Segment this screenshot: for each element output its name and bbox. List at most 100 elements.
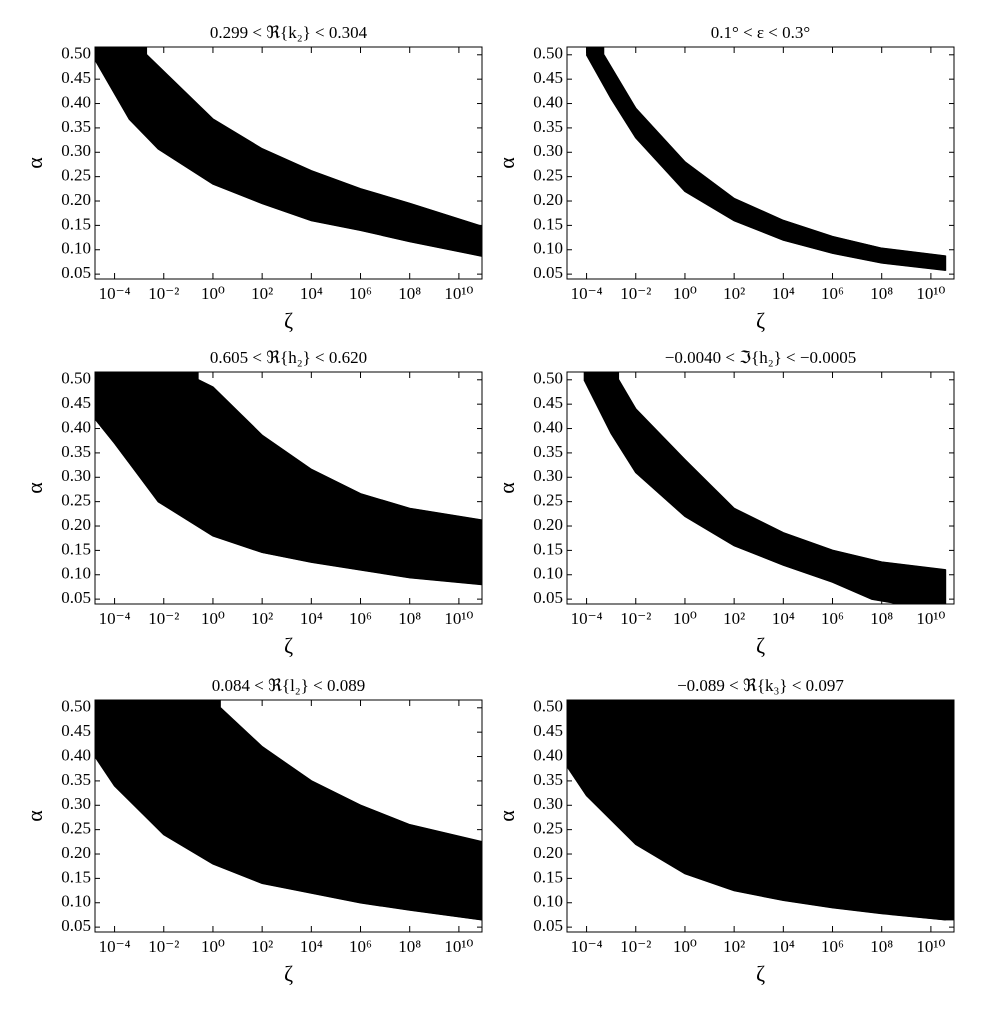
y-tick-label: 0.50 xyxy=(61,44,91,63)
y-axis-label: α xyxy=(494,810,519,822)
lower-boundary xyxy=(95,756,482,921)
x-tick-label: 10¹⁰ xyxy=(444,937,473,956)
y-tick-label: 0.45 xyxy=(533,721,563,740)
x-axis-label: ζ xyxy=(284,961,293,986)
y-tick-label: 0.40 xyxy=(533,745,563,764)
y-tick-label: 0.20 xyxy=(61,190,91,209)
panel: 0.05 0.10 0.15 0.20 0.25 0.30 0.35 0.40 0.45 0.50… xyxy=(494,23,955,333)
x-tick-label: 10⁶ xyxy=(349,284,372,303)
x-tick-label: 10² xyxy=(251,284,273,303)
x-tick-label: 10⁻² xyxy=(148,284,179,303)
plot-area xyxy=(567,700,954,921)
y-tick-label: 0.10 xyxy=(533,239,563,258)
y-tick-label: 0.25 xyxy=(533,491,563,510)
x-tick-label: 10⁻⁴ xyxy=(571,284,603,303)
x-tick-label: 10⁰ xyxy=(201,937,225,956)
plot-frame xyxy=(94,46,483,280)
y-tick-label: 0.30 xyxy=(61,141,91,160)
band-fill xyxy=(95,47,482,257)
y-tick-label: 0.35 xyxy=(533,770,563,789)
x-tick-label: 10² xyxy=(723,284,745,303)
y-tick-label: 0.40 xyxy=(61,92,91,111)
x-tick-label: 10⁻² xyxy=(620,609,651,628)
y-axis-label: α xyxy=(22,157,47,169)
x-tick-label: 10⁸ xyxy=(398,609,421,628)
chart-title: 0.299 < ℜ{k₂} < 0.304 xyxy=(210,23,368,42)
x-tick-label: 10⁴ xyxy=(772,609,795,628)
y-tick-label: 0.10 xyxy=(61,892,91,911)
x-tick-label: 10⁸ xyxy=(398,284,421,303)
upper-boundary xyxy=(197,379,482,521)
y-tick-label: 0.45 xyxy=(61,721,91,740)
x-tick-label: 10⁶ xyxy=(821,937,844,956)
x-tick-label: 10¹⁰ xyxy=(916,609,945,628)
y-tick-label: 0.35 xyxy=(61,117,91,136)
x-tick-label: 10⁸ xyxy=(870,284,893,303)
lower-boundary xyxy=(95,418,482,586)
y-tick-label: 0.10 xyxy=(533,892,563,911)
x-tick-label: 10¹⁰ xyxy=(916,937,945,956)
y-tick-label: 0.40 xyxy=(533,417,563,436)
y-tick-label: 0.35 xyxy=(533,117,563,136)
y-tick-label: 0.15 xyxy=(533,214,563,233)
plot-area xyxy=(95,700,482,921)
y-tick-label: 0.50 xyxy=(533,44,563,63)
upper-boundary xyxy=(617,379,946,571)
y-axis-label: α xyxy=(494,482,519,494)
x-tick-label: 10⁴ xyxy=(300,284,323,303)
x-tick-label: 10⁴ xyxy=(300,937,323,956)
y-tick-label: 0.30 xyxy=(533,794,563,813)
x-tick-label: 10⁻⁴ xyxy=(571,937,603,956)
x-tick-label: 10² xyxy=(723,609,745,628)
y-tick-label: 0.10 xyxy=(61,564,91,583)
y-tick-label: 0.40 xyxy=(61,417,91,436)
y-tick-label: 0.25 xyxy=(61,166,91,185)
x-tick-label: 10⁰ xyxy=(673,937,697,956)
y-tick-label: 0.45 xyxy=(61,393,91,412)
y-tick-label: 0.35 xyxy=(61,770,91,789)
upper-boundary xyxy=(603,54,946,257)
y-tick-label: 0.35 xyxy=(533,442,563,461)
y-tick-label: 0.45 xyxy=(61,68,91,87)
band-fill xyxy=(567,700,954,921)
plot-frame xyxy=(94,699,483,933)
panel: 0.05 0.10 0.15 0.20 0.25 0.30 0.35 0.40 0.45 0.50… xyxy=(22,23,483,333)
y-tick-label: 0.20 xyxy=(533,190,563,209)
band-fill xyxy=(583,372,947,604)
x-tick-label: 10⁻² xyxy=(148,609,179,628)
lower-boundary xyxy=(583,379,906,604)
x-tick-label: 10⁴ xyxy=(300,609,323,628)
x-tick-label: 10⁶ xyxy=(821,609,844,628)
plot-area xyxy=(583,372,947,604)
chart-title: −0.0040 < ℑ{h₂} < −0.0005 xyxy=(665,348,856,367)
y-tick-label: 0.35 xyxy=(61,442,91,461)
y-axis-label: α xyxy=(22,810,47,822)
x-tick-label: 10⁻² xyxy=(620,284,651,303)
band-fill xyxy=(95,700,482,921)
x-axis-label: ζ xyxy=(756,961,765,986)
upper-boundary xyxy=(146,54,482,228)
y-tick-label: 0.25 xyxy=(533,166,563,185)
y-tick-label: 0.50 xyxy=(61,697,91,716)
x-tick-label: 10⁶ xyxy=(349,937,372,956)
x-tick-label: 10⁻² xyxy=(148,937,179,956)
y-tick-label: 0.15 xyxy=(533,539,563,558)
chart-title: 0.1° < ε < 0.3° xyxy=(711,23,810,42)
x-tick-label: 10⁰ xyxy=(201,284,225,303)
y-tick-label: 0.05 xyxy=(61,263,91,282)
y-tick-label: 0.25 xyxy=(533,819,563,838)
x-tick-label: 10² xyxy=(251,609,273,628)
plot-frame xyxy=(566,699,955,933)
y-tick-label: 0.20 xyxy=(61,843,91,862)
x-tick-label: 10² xyxy=(251,937,273,956)
y-tick-label: 0.30 xyxy=(61,466,91,485)
y-axis-label: α xyxy=(494,157,519,169)
plot-area xyxy=(95,47,482,257)
y-tick-label: 0.20 xyxy=(61,515,91,534)
x-axis-label: ζ xyxy=(284,633,293,658)
y-tick-label: 0.05 xyxy=(533,263,563,282)
y-tick-label: 0.45 xyxy=(533,393,563,412)
x-tick-label: 10⁻⁴ xyxy=(571,609,603,628)
panel: 0.05 0.10 0.15 0.20 0.25 0.30 0.35 0.40 0.45 0.50… xyxy=(494,676,955,986)
lower-boundary xyxy=(95,59,482,257)
